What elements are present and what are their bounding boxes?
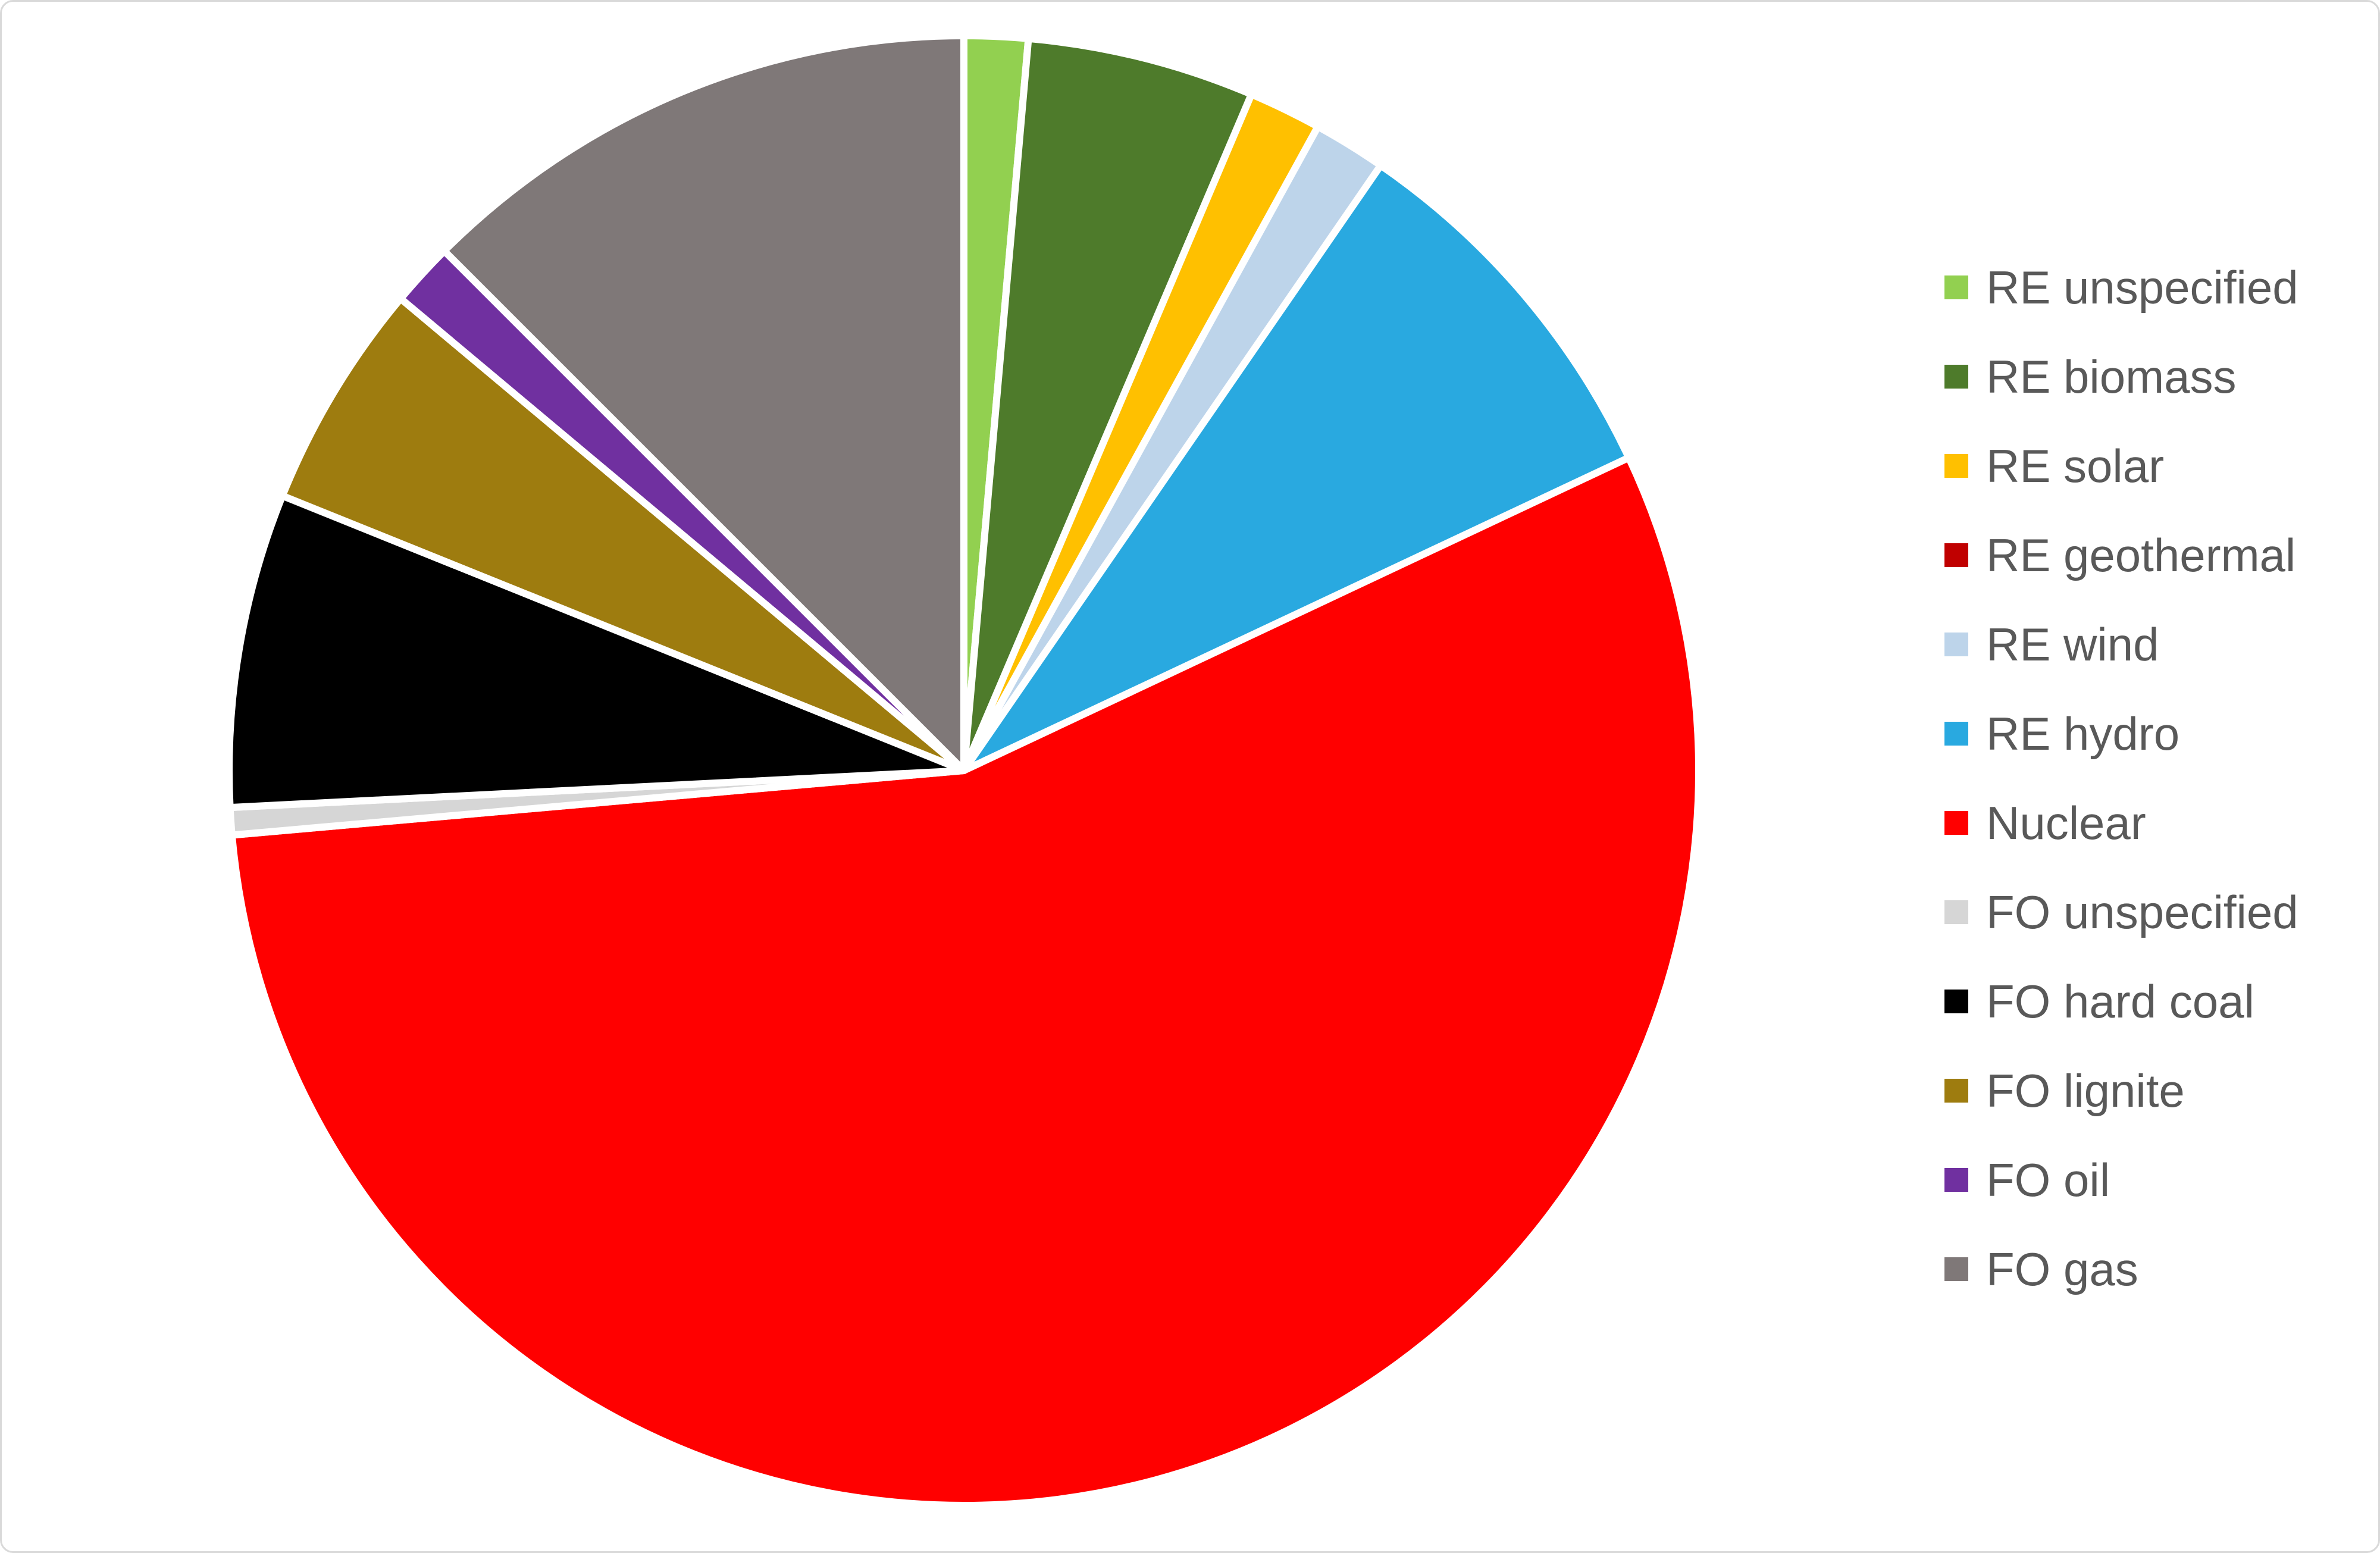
legend-swatch-fo-gas [1944, 1257, 1968, 1281]
legend-label-nuclear: Nuclear [1986, 797, 2146, 849]
legend-swatch-nuclear [1944, 811, 1968, 835]
legend-item-fo-oil: FO oil [1944, 1135, 2298, 1225]
legend-item-fo-lignite: FO lignite [1944, 1046, 2298, 1135]
pie-slice-fo-gas [440, 32, 967, 774]
legend-item-re-hydro: RE hydro [1944, 689, 2298, 778]
legend-label-fo-lignite: FO lignite [1986, 1064, 2185, 1117]
legend-label-re-hydro: RE hydro [1986, 707, 2180, 760]
legend-swatch-re-biomass [1944, 365, 1968, 389]
legend-label-re-wind: RE wind [1986, 618, 2159, 671]
legend-label-re-solar: RE solar [1986, 440, 2165, 492]
pie-slice-fo-lignite [278, 295, 967, 774]
legend-swatch-re-wind [1944, 633, 1968, 656]
legend-label-re-biomass: RE biomass [1986, 350, 2237, 403]
legend-item-fo-gas: FO gas [1944, 1225, 2298, 1314]
legend-item-re-wind: RE wind [1944, 600, 2298, 689]
legend-swatch-re-solar [1944, 454, 1968, 478]
legend-swatch-fo-hard-coal [1944, 990, 1968, 1013]
legend-item-re-biomass: RE biomass [1944, 332, 2298, 421]
legend-label-fo-unspecified: FO unspecified [1986, 886, 2298, 938]
legend-swatch-re-geothermal [1944, 543, 1968, 567]
legend-item-nuclear: Nuclear [1944, 778, 2298, 868]
legend-item-re-geothermal: RE geothermal [1944, 511, 2298, 600]
legend-swatch-re-hydro [1944, 722, 1968, 746]
pie-slice-nuclear [228, 454, 1702, 1509]
legend-label-re-geothermal: RE geothermal [1986, 529, 2296, 581]
legend-item-fo-unspecified: FO unspecified [1944, 868, 2298, 957]
legend-swatch-fo-lignite [1944, 1079, 1968, 1103]
legend-item-re-solar: RE solar [1944, 421, 2298, 511]
pie-slice-re-biomass [960, 35, 1255, 774]
legend-label-fo-hard-coal: FO hard coal [1986, 975, 2254, 1028]
pie-slice-fo-hard-coal [226, 492, 967, 812]
legend-item-re-unspecified: RE unspecified [1944, 243, 2298, 332]
pie-slice-re-hydro [960, 161, 1633, 774]
legend-label-fo-gas: FO gas [1986, 1243, 2138, 1295]
legend-label-fo-oil: FO oil [1986, 1154, 2110, 1206]
legend-label-re-unspecified: RE unspecified [1986, 261, 2298, 314]
legend-item-fo-hard-coal: FO hard coal [1944, 957, 2298, 1046]
legend-swatch-re-unspecified [1944, 275, 1968, 299]
legend: RE unspecified RE biomass RE solar RE geoth… [1944, 243, 2298, 1314]
legend-swatch-fo-unspecified [1944, 900, 1968, 924]
legend-swatch-fo-oil [1944, 1168, 1968, 1192]
